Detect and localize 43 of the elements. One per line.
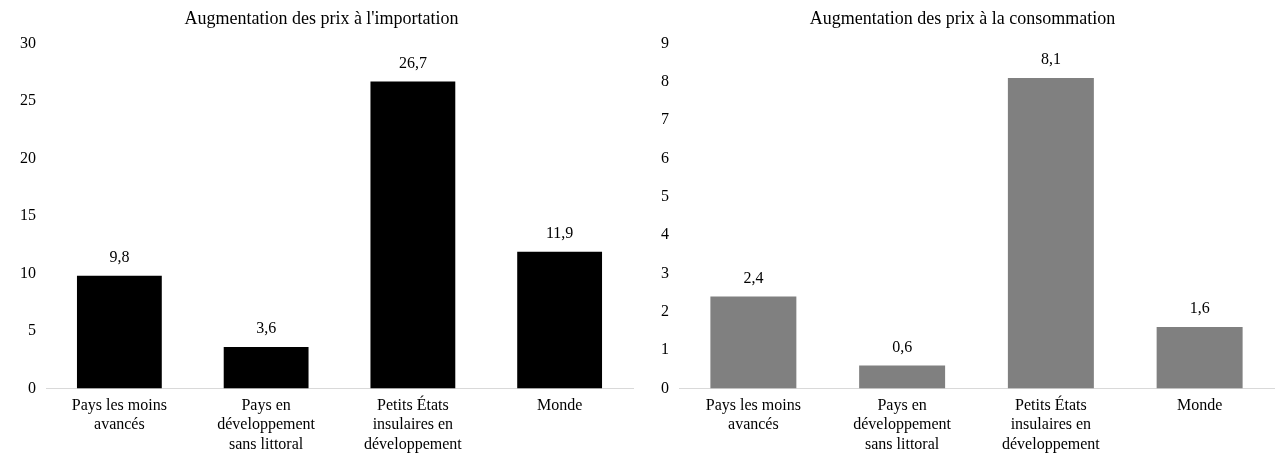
y-tick-label: 6 <box>661 148 669 166</box>
y-tick-label: 9 <box>661 33 669 51</box>
y-tick-label: 20 <box>20 148 36 166</box>
y-tick-label: 5 <box>661 187 669 205</box>
y-tick-label: 7 <box>661 110 669 128</box>
data-label: 1,6 <box>1189 299 1210 317</box>
x-tick-label: Monde <box>1176 396 1223 414</box>
data-label: 11,9 <box>545 223 574 241</box>
y-tick-label: 15 <box>20 206 36 224</box>
bar <box>1007 78 1094 389</box>
x-tick-label: Petits États insulaires en développement <box>1002 395 1101 453</box>
y-tick-label: 8 <box>661 72 669 90</box>
data-label: 9,8 <box>109 247 130 265</box>
x-tick-label: Pays les moins avancés <box>71 396 167 433</box>
y-tick-label: 0 <box>28 378 36 396</box>
x-tick-label: Pays en développement sans littoral <box>217 396 316 452</box>
y-tick-label: 1 <box>661 340 669 358</box>
x-tick-label: Monde <box>536 396 583 414</box>
bar <box>859 365 946 389</box>
x-tick-label: Petits États insulaires en développement <box>364 395 463 453</box>
y-tick-label: 4 <box>661 225 669 243</box>
y-tick-label: 0 <box>661 378 669 396</box>
chart-title: Augmentation des prix à l'importation <box>184 7 459 28</box>
y-tick-label: 3 <box>661 263 669 281</box>
bar <box>1156 327 1243 389</box>
x-tick-label: Pays en développement sans littoral <box>853 396 952 452</box>
data-label: 0,6 <box>892 337 913 355</box>
bar <box>517 251 603 389</box>
data-label: 8,1 <box>1040 50 1061 68</box>
y-tick-label: 25 <box>20 91 36 109</box>
bar <box>710 296 797 389</box>
chart-title: Augmentation des prix à la consommation <box>809 7 1116 28</box>
y-tick-label: 10 <box>20 263 36 281</box>
bar <box>223 347 309 389</box>
x-tick-label: Pays les moins avancés <box>705 396 801 433</box>
data-label: 2,4 <box>743 268 764 286</box>
y-tick-label: 5 <box>28 321 36 339</box>
y-tick-label: 30 <box>20 33 36 51</box>
y-tick-label: 2 <box>661 301 669 319</box>
bar <box>76 275 162 389</box>
data-label: 3,6 <box>256 319 277 337</box>
bar <box>370 81 456 389</box>
data-label: 26,7 <box>398 53 427 71</box>
